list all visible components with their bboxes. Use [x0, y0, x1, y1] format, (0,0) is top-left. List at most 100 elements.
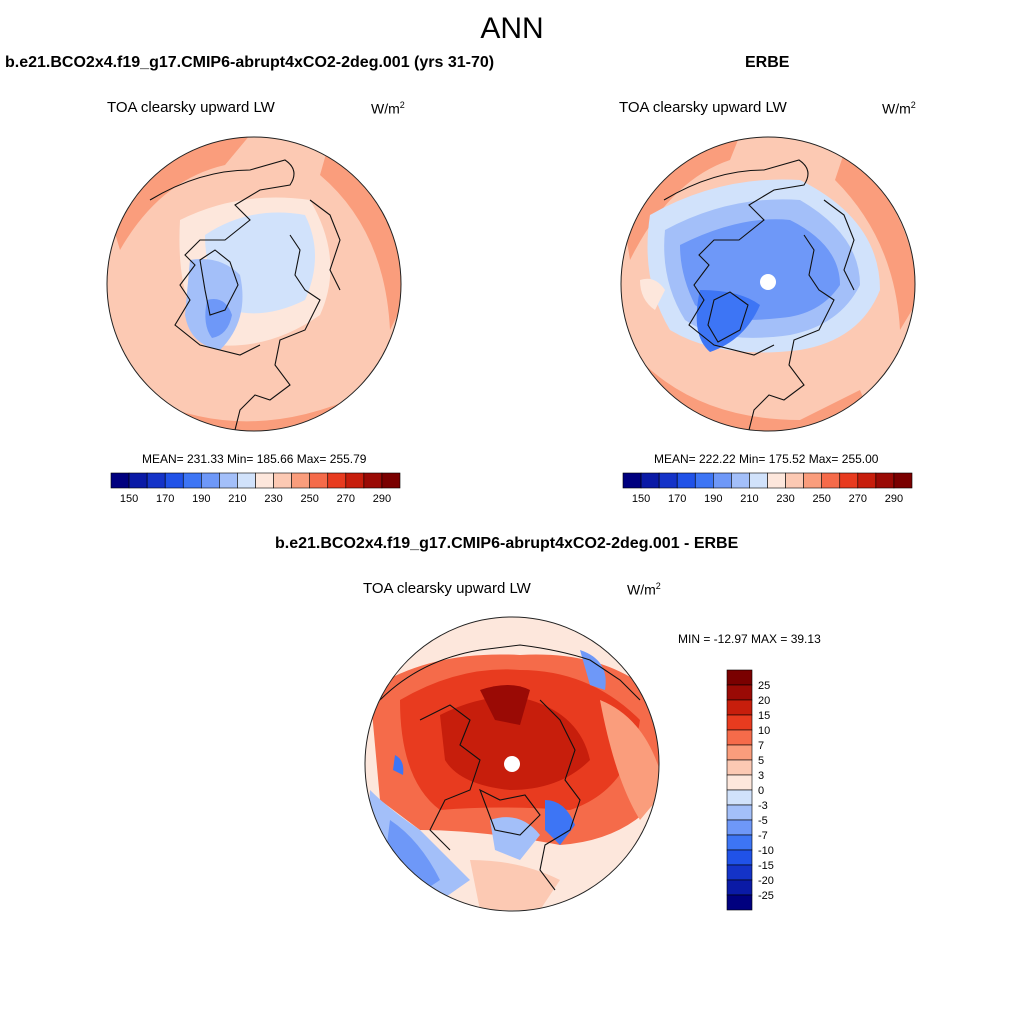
map-2-border	[620, 136, 916, 432]
colorbar-1: 150 170 190 210 230 250 270 290	[110, 472, 401, 505]
colorbar-3-swatch	[726, 804, 753, 821]
colorbar-1-swatch	[327, 472, 347, 489]
unit-base: W/m	[627, 581, 656, 598]
colorbar-2-swatch	[731, 472, 750, 489]
colorbar-2-swatch	[803, 472, 822, 489]
colorbar-2-swatch	[857, 472, 877, 489]
colorbar-1-swatch	[182, 472, 202, 489]
colorbar-1-swatch	[309, 472, 329, 489]
colorbar-1-swatch	[255, 472, 274, 489]
colorbar-3-tick-label: -5	[758, 815, 768, 827]
panel-2-variable: TOA clearsky upward LW	[619, 99, 787, 116]
colorbar-3-tick-label: 25	[758, 680, 770, 692]
colorbar-3-tick-label: -3	[758, 800, 768, 812]
colorbar-2-swatch	[893, 472, 913, 489]
colorbar-3-swatch	[726, 894, 753, 911]
colorbar-3-swatch	[726, 684, 753, 701]
colorbar-2-swatch	[622, 472, 642, 489]
unit-exponent: 2	[399, 100, 405, 110]
colorbar-2-swatch	[676, 472, 696, 489]
colorbar-1-swatch	[291, 472, 310, 489]
unit-exponent: 2	[655, 581, 661, 591]
colorbar-3-swatch	[726, 834, 753, 851]
panel-1-unit: W/m2	[371, 100, 405, 117]
map-3-border	[364, 616, 660, 912]
colorbar-3-tick-label: 0	[758, 785, 764, 797]
map-3	[365, 617, 659, 911]
colorbar-3-swatch	[726, 849, 753, 866]
colorbar-3-swatch	[726, 879, 753, 896]
colorbar-3-swatch	[726, 759, 753, 776]
colorbar-2-swatch	[821, 472, 841, 489]
colorbar-1-tick-label: 170	[156, 493, 174, 505]
colorbar-1-swatch	[110, 472, 130, 489]
colorbar-1-swatch	[164, 472, 184, 489]
figure-title: ANN	[480, 12, 544, 45]
colorbar-2-tick-label: 190	[704, 493, 722, 505]
colorbar-3-swatch	[726, 729, 753, 746]
colorbar-3: 25 20 15 10 7 5 3 0 -3 -5 -7 -10 -15 -20 -25	[726, 669, 774, 911]
colorbar-2-swatch	[713, 472, 732, 489]
panel-3-title: b.e21.BCO2x4.f19_g17.CMIP6-abrupt4xCO2-2…	[275, 535, 739, 552]
colorbar-2-swatch	[640, 472, 660, 489]
colorbar-3-tick-label: 3	[758, 770, 764, 782]
map-1	[107, 137, 401, 431]
colorbar-1-swatch	[363, 472, 383, 489]
panel-1-variable: TOA clearsky upward LW	[107, 99, 275, 116]
colorbar-3-tick-label: -7	[758, 830, 768, 842]
colorbar-2-swatch	[749, 472, 768, 489]
colorbar-3-tick-label: -15	[758, 860, 774, 872]
colorbar-2-swatch	[785, 472, 804, 489]
colorbar-2-swatch	[694, 472, 714, 489]
panel-2-unit: W/m2	[882, 100, 916, 117]
unit-exponent: 2	[910, 100, 916, 110]
colorbar-3-tick-label: -10	[758, 845, 774, 857]
colorbar-3-swatch	[726, 714, 753, 731]
panel-1-title: b.e21.BCO2x4.f19_g17.CMIP6-abrupt4xCO2-2…	[5, 54, 495, 71]
panel-2-title: ERBE	[745, 54, 790, 71]
colorbar-2-tick-label: 270	[849, 493, 867, 505]
colorbar-3-tick-label: 7	[758, 740, 764, 752]
panel-1-stats: MEAN= 231.33 Min= 185.66 Max= 255.79	[142, 452, 367, 466]
colorbar-3-tick-label: -25	[758, 890, 774, 902]
panel-2-stats: MEAN= 222.22 Min= 175.52 Max= 255.00	[654, 452, 879, 466]
colorbar-3-swatch	[726, 789, 753, 806]
colorbar-1-swatch	[345, 472, 365, 489]
colorbar-3-tick-label: 20	[758, 695, 770, 707]
colorbar-2: 150 170 190 210 230 250 270 290	[622, 472, 913, 505]
map-3-coastlines	[379, 644, 641, 891]
colorbar-2-swatch	[767, 472, 786, 489]
colorbar-1-swatch	[273, 472, 292, 489]
colorbar-1-swatch	[146, 472, 166, 489]
map-1-coastlines	[149, 159, 341, 431]
colorbar-1-swatch	[128, 472, 148, 489]
colorbar-1-tick-label: 250	[301, 493, 319, 505]
colorbar-2-tick-label: 170	[668, 493, 686, 505]
colorbar-1-swatch	[201, 472, 220, 489]
colorbar-3-swatch	[726, 744, 753, 761]
colorbar-3-swatch	[726, 669, 753, 686]
map-2	[621, 137, 915, 431]
panel-3-unit: W/m2	[627, 581, 661, 598]
colorbar-3-swatch	[726, 774, 753, 791]
unit-base: W/m	[371, 100, 400, 117]
colorbar-3-tick-label: 15	[758, 710, 770, 722]
colorbar-3-swatch	[726, 864, 753, 881]
colorbar-2-tick-label: 290	[885, 493, 903, 505]
colorbar-3-swatch	[726, 819, 753, 836]
colorbar-1-tick-label: 270	[337, 493, 355, 505]
colorbar-2-tick-label: 230	[776, 493, 794, 505]
colorbar-3-tick-label: -20	[758, 875, 774, 887]
colorbar-3-tick-label: 10	[758, 725, 770, 737]
colorbar-1-tick-label: 150	[120, 493, 138, 505]
colorbar-1-swatch	[381, 472, 401, 489]
colorbar-2-swatch	[875, 472, 895, 489]
colorbar-1-tick-label: 210	[228, 493, 246, 505]
map-1-border	[106, 136, 402, 432]
colorbar-1-swatch	[237, 472, 256, 489]
map-2-coastlines	[663, 159, 855, 431]
colorbar-1-tick-label: 290	[373, 493, 391, 505]
colorbar-3-tick-label: 5	[758, 755, 764, 767]
panel-3-stats: MIN = -12.97 MAX = 39.13	[678, 632, 821, 646]
